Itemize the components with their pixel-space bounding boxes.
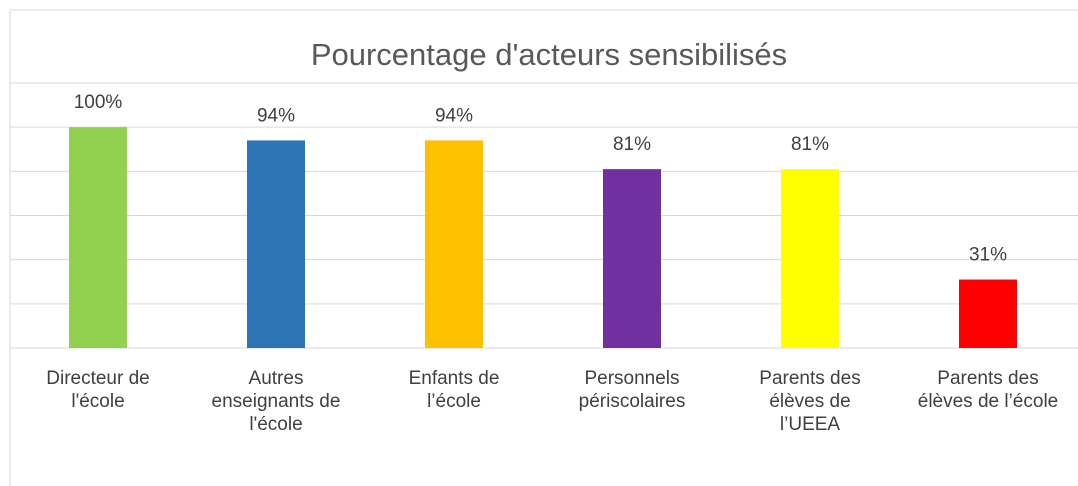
x-tick-label: Personnels périscolaires — [578, 368, 686, 412]
data-label: 100% — [74, 92, 123, 113]
x-tick-label: Enfants de l’école — [408, 368, 500, 412]
data-label: 94% — [257, 105, 295, 126]
bar — [959, 279, 1017, 348]
bar — [425, 140, 483, 348]
bar — [781, 169, 839, 348]
data-label: 94% — [435, 105, 473, 126]
x-tick-label: Parents des élèves de l’école — [917, 368, 1059, 412]
chart-title: Pourcentage d'acteurs sensibilisés — [311, 37, 787, 72]
x-tick-label: Directeur de l'école — [46, 368, 150, 412]
x-tick-label: Autres enseignants de l'école — [211, 368, 341, 435]
x-tick-label: Parents des élèves de l’UEEA — [759, 368, 861, 435]
data-label: 81% — [791, 134, 829, 155]
bar — [603, 169, 661, 348]
bar — [247, 140, 305, 348]
data-label: 81% — [613, 134, 651, 155]
bar — [69, 127, 127, 349]
data-label: 31% — [969, 245, 1007, 266]
